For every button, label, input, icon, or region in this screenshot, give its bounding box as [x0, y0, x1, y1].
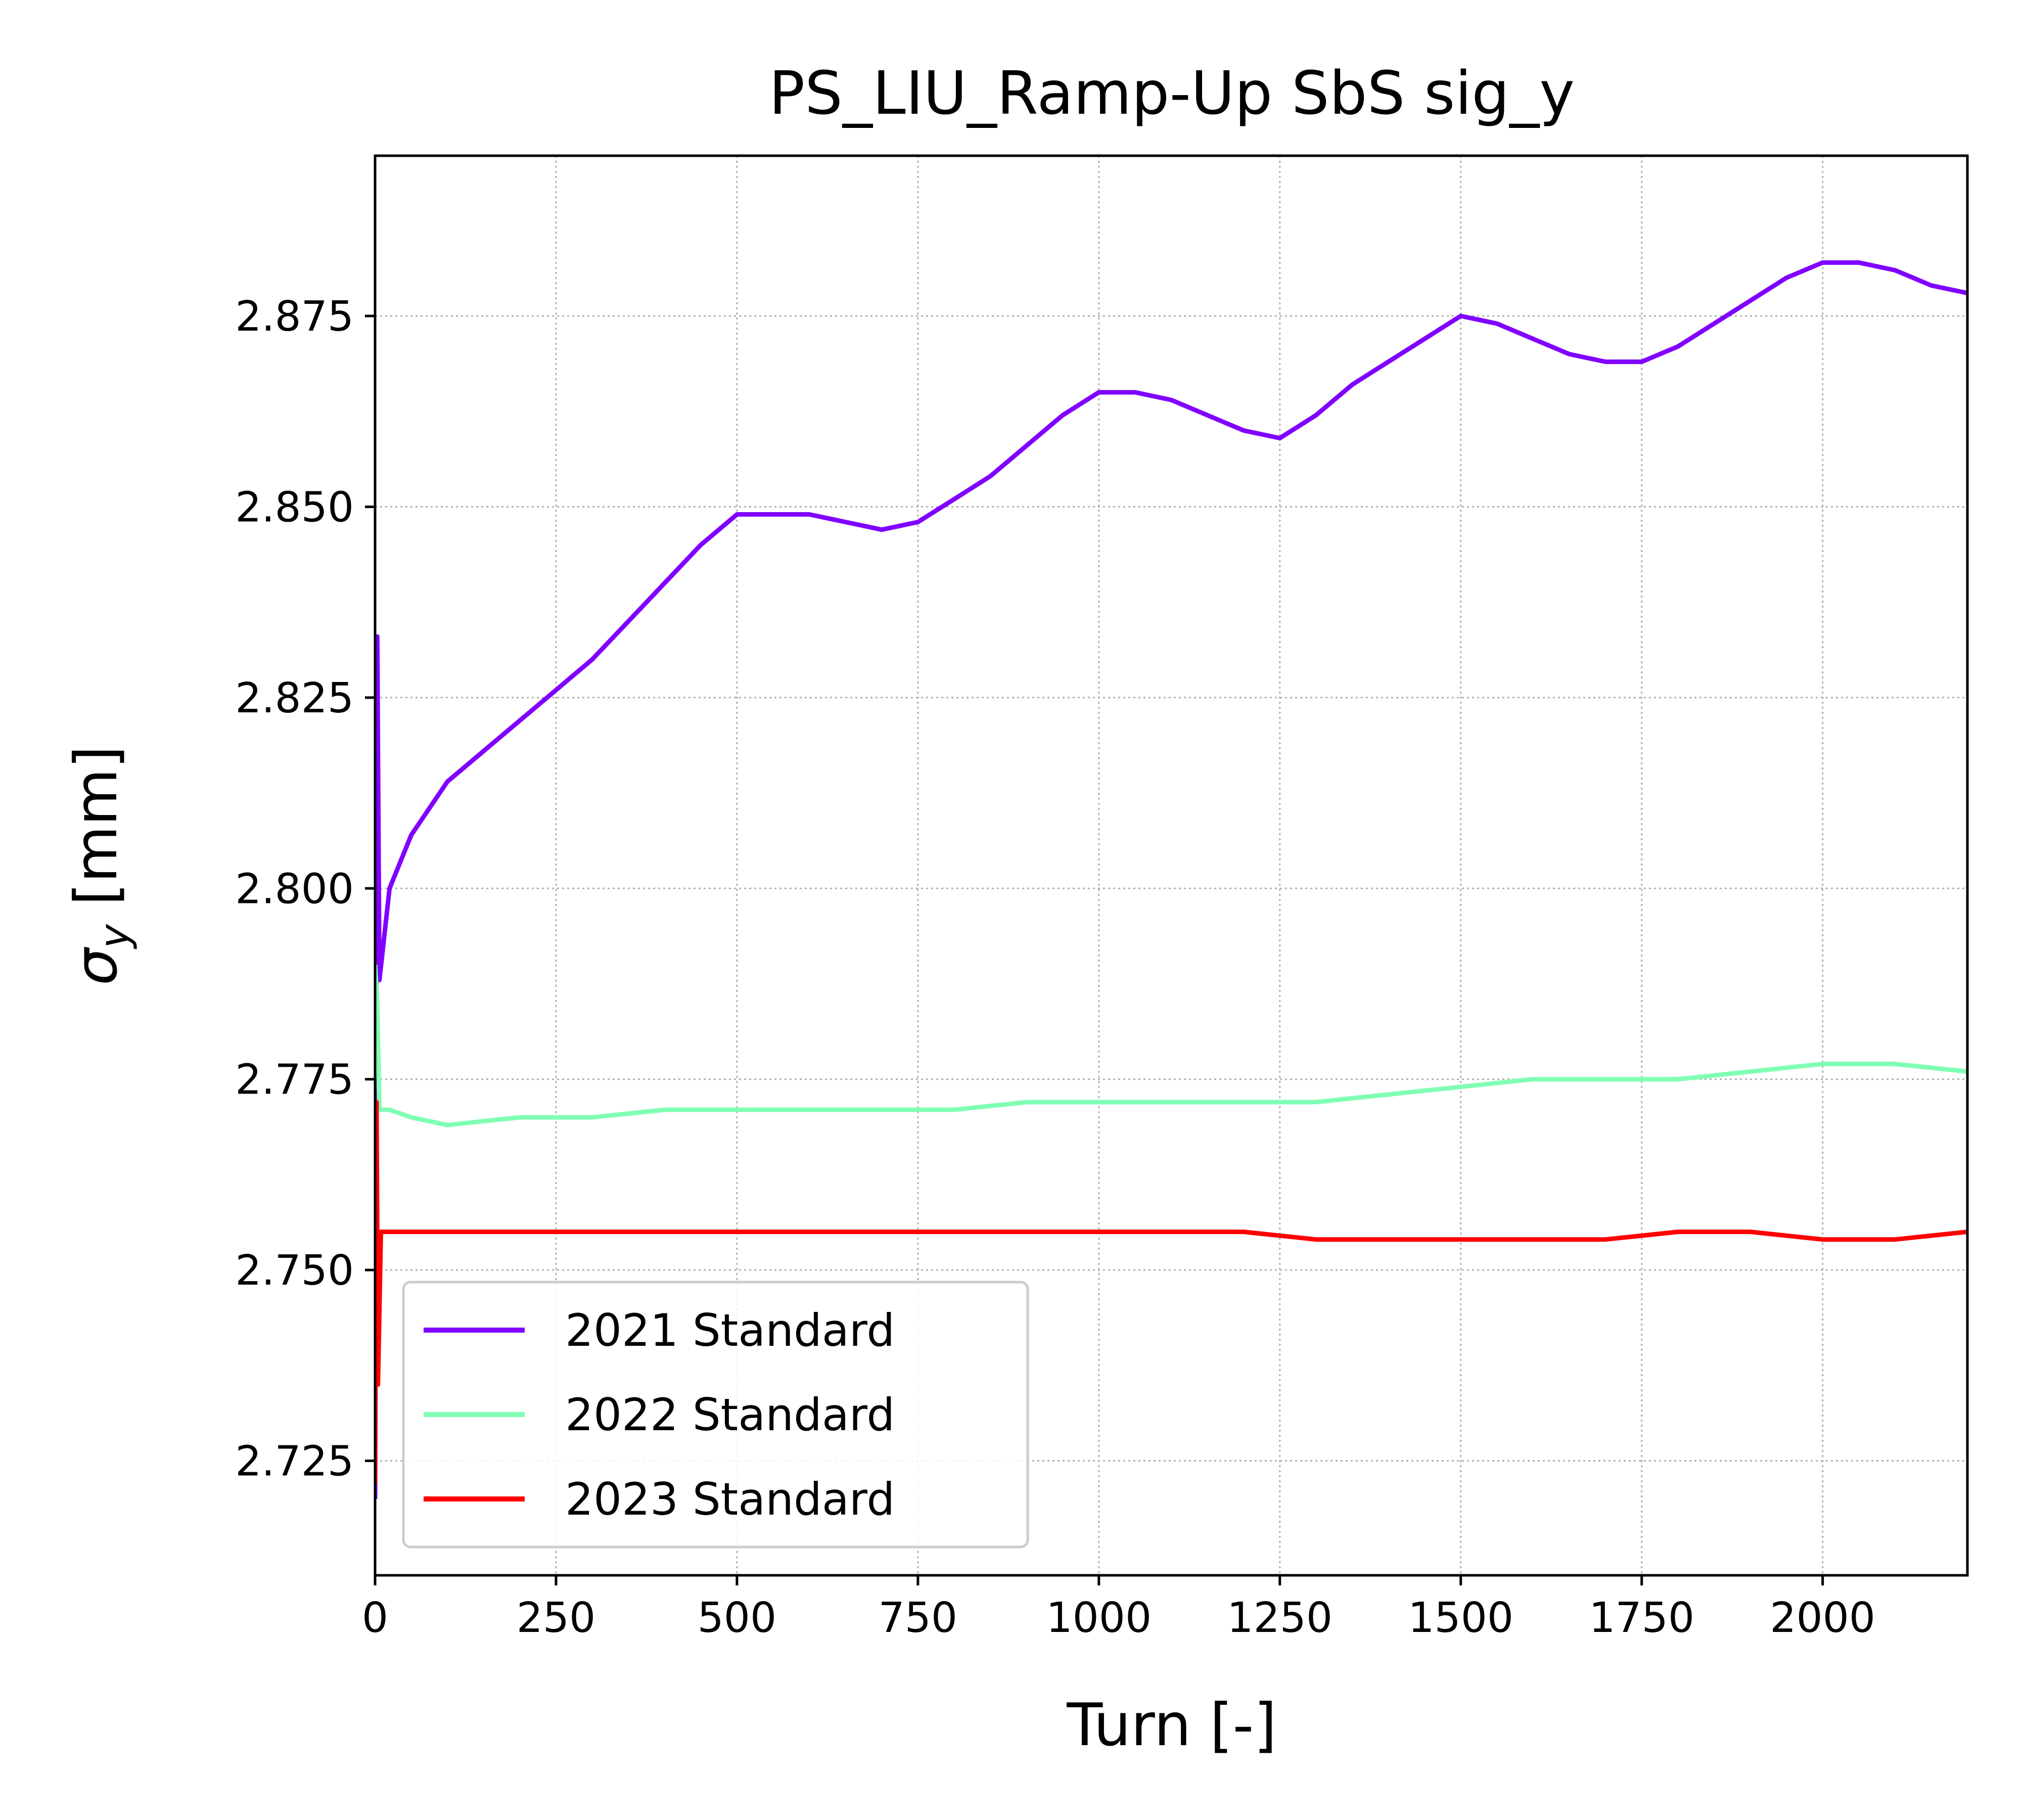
y-tick-label: 2.725	[235, 1438, 354, 1486]
series-line-2022-standard	[375, 965, 1967, 1127]
x-tick-label: 2000	[1770, 1594, 1875, 1642]
x-tick-label: 750	[879, 1594, 958, 1642]
legend-label: 2023 Standard	[565, 1473, 895, 1525]
series-line-2021-standard	[375, 260, 1967, 1499]
x-tick-label: 500	[698, 1594, 777, 1642]
y-axis-ticks: 2.725 2.750 2.775 2.800 2.825 2.850 2.875	[235, 293, 375, 1486]
legend: 2021 Standard 2022 Standard 2023 Standard	[402, 1281, 1029, 1549]
x-tick-label: 1750	[1589, 1594, 1694, 1642]
y-tick-label: 2.800	[235, 865, 354, 913]
y-tick-label: 2.850	[235, 483, 354, 531]
chart-title: PS_LIU_Ramp-Up SbS sig_y	[769, 58, 1575, 128]
y-tick-label: 2.875	[235, 293, 354, 341]
y-tick-label: 2.750	[235, 1247, 354, 1295]
x-tick-label: 1000	[1046, 1594, 1152, 1642]
series-lines	[375, 260, 1967, 1499]
series-line-2023-standard	[375, 1100, 1967, 1484]
legend-label: 2021 Standard	[565, 1304, 895, 1356]
y-axis-label-symbol: σ	[62, 946, 130, 985]
x-axis-ticks: 0 250 500 750 1000 1250 1500 1750 2000	[362, 1575, 1875, 1642]
y-tick-label: 2.775	[235, 1056, 354, 1104]
y-tick-label: 2.825	[235, 674, 354, 722]
y-axis-label: σy [mm]	[62, 746, 138, 985]
y-axis-label-unit: [mm]	[62, 746, 130, 924]
x-tick-label: 1500	[1408, 1594, 1513, 1642]
x-tick-label: 1250	[1227, 1594, 1332, 1642]
legend-box	[402, 1281, 1029, 1549]
x-axis-label: Turn [-]	[1066, 1691, 1276, 1759]
x-tick-label: 250	[517, 1594, 596, 1642]
plot-frame	[374, 154, 1969, 1577]
y-axis-label-subscript: y	[91, 924, 138, 949]
legend-label: 2022 Standard	[565, 1389, 895, 1441]
x-tick-label: 0	[362, 1594, 388, 1642]
